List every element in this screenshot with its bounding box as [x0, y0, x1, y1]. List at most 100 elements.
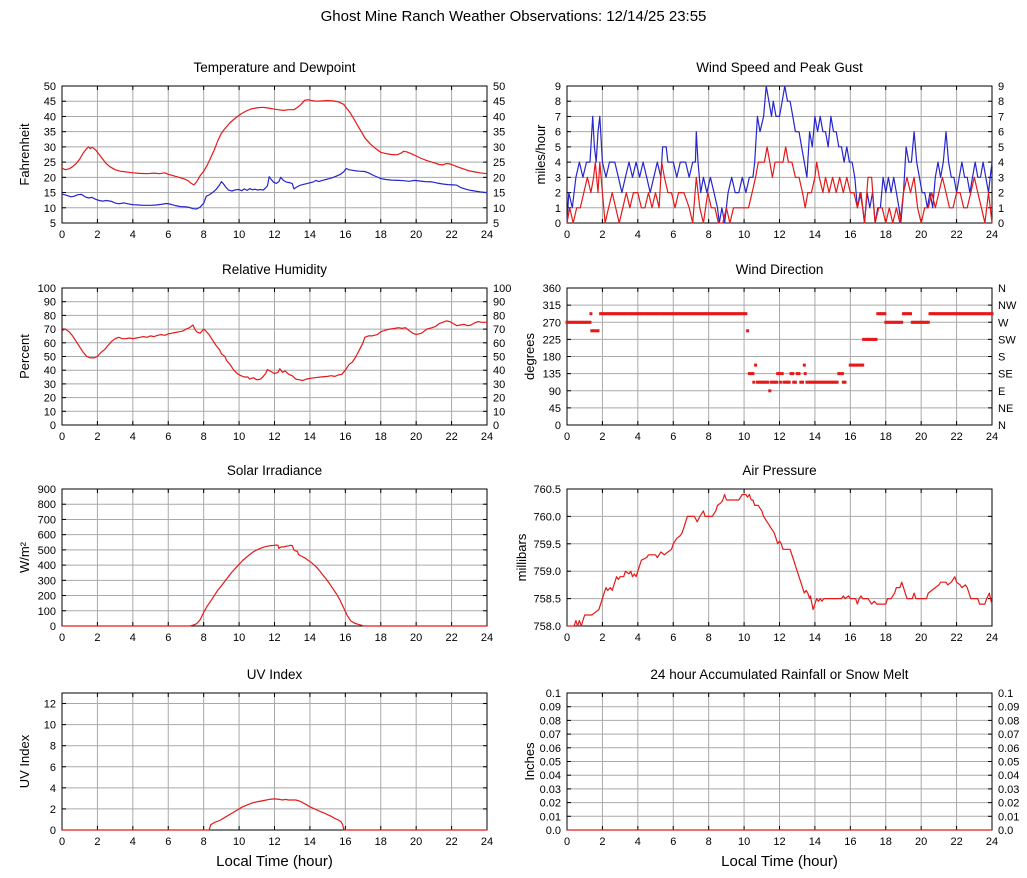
- svg-text:0: 0: [998, 218, 1004, 230]
- svg-text:135: 135: [543, 369, 561, 381]
- svg-text:8: 8: [555, 96, 561, 108]
- svg-text:0.04: 0.04: [998, 770, 1019, 782]
- svg-text:W: W: [998, 317, 1009, 329]
- svg-text:20: 20: [493, 172, 505, 184]
- svg-text:40: 40: [493, 365, 505, 377]
- svg-text:0.03: 0.03: [998, 784, 1019, 796]
- svg-text:2: 2: [599, 632, 605, 644]
- air-pressure-plot: 0 2 4 6 8 10 12 14 16 18 20 22 24758.0758.5759.0759.…: [533, 484, 998, 644]
- svg-text:90: 90: [493, 297, 505, 309]
- svg-text:10: 10: [44, 720, 56, 732]
- svg-text:9: 9: [555, 81, 561, 93]
- svg-text:0: 0: [50, 621, 56, 633]
- svg-text:8: 8: [706, 431, 712, 443]
- svg-text:6: 6: [555, 127, 561, 139]
- svg-text:30: 30: [493, 142, 505, 154]
- svg-text:2: 2: [998, 188, 1004, 200]
- svg-text:8: 8: [998, 96, 1004, 108]
- svg-text:24: 24: [986, 632, 998, 644]
- svg-text:0.02: 0.02: [998, 798, 1019, 810]
- svg-text:300: 300: [38, 575, 56, 587]
- svg-text:50: 50: [44, 352, 56, 364]
- svg-text:0: 0: [59, 431, 65, 443]
- svg-text:100: 100: [38, 283, 56, 295]
- svg-text:2: 2: [94, 229, 100, 241]
- svg-text:6: 6: [670, 632, 676, 644]
- svg-text:100: 100: [493, 283, 511, 295]
- svg-text:20: 20: [44, 172, 56, 184]
- svg-text:6: 6: [670, 431, 676, 443]
- svg-text:2: 2: [555, 188, 561, 200]
- svg-text:5: 5: [555, 142, 561, 154]
- svg-text:30: 30: [44, 142, 56, 154]
- svg-text:70: 70: [493, 324, 505, 336]
- svg-text:4: 4: [130, 836, 136, 848]
- svg-text:14: 14: [809, 229, 821, 241]
- svg-text:5: 5: [998, 142, 1004, 154]
- svg-text:12: 12: [268, 836, 280, 848]
- chart-solar-irradiance: Solar Irradiance W/m² 0 2 4 6 8 10 12 14 16 18 20 2…: [0, 459, 522, 674]
- svg-text:24: 24: [481, 836, 493, 848]
- svg-text:NE: NE: [998, 403, 1013, 415]
- svg-text:16: 16: [339, 229, 351, 241]
- svg-text:0.08: 0.08: [998, 715, 1019, 727]
- svg-text:0.09: 0.09: [998, 702, 1019, 714]
- svg-text:6: 6: [165, 836, 171, 848]
- svg-text:22: 22: [445, 632, 457, 644]
- svg-text:22: 22: [445, 431, 457, 443]
- svg-text:180: 180: [543, 352, 561, 364]
- svg-text:45: 45: [44, 96, 56, 108]
- svg-text:225: 225: [543, 334, 561, 346]
- svg-text:40: 40: [493, 111, 505, 123]
- chart-title: Solar Irradiance: [226, 463, 323, 478]
- svg-text:0.09: 0.09: [540, 702, 561, 714]
- svg-text:20: 20: [915, 632, 927, 644]
- svg-text:0.1: 0.1: [998, 688, 1013, 700]
- svg-text:10: 10: [738, 632, 750, 644]
- svg-text:20: 20: [493, 393, 505, 405]
- svg-text:10: 10: [738, 229, 750, 241]
- chart-air-pressure: Air Pressure millibars 0 2 4 6 8 10 12 14 16 18 20…: [505, 459, 1027, 674]
- svg-text:6: 6: [165, 229, 171, 241]
- svg-text:12: 12: [773, 229, 785, 241]
- solar-irradiance-plot: 0 2 4 6 8 10 12 14 16 18 20 22 240100200300400500600…: [38, 484, 493, 644]
- svg-text:18: 18: [880, 632, 892, 644]
- svg-text:8: 8: [706, 836, 712, 848]
- svg-text:18: 18: [375, 632, 387, 644]
- svg-text:758.0: 758.0: [533, 621, 561, 633]
- svg-text:18: 18: [375, 431, 387, 443]
- svg-text:40: 40: [44, 365, 56, 377]
- chart-title: 24 hour Accumulated Rainfall or Snow Mel…: [650, 667, 909, 682]
- svg-text:18: 18: [375, 229, 387, 241]
- svg-text:0.08: 0.08: [540, 715, 561, 727]
- svg-text:2: 2: [599, 431, 605, 443]
- svg-text:8: 8: [201, 836, 207, 848]
- svg-text:16: 16: [844, 836, 856, 848]
- svg-text:8: 8: [50, 741, 56, 753]
- svg-text:2: 2: [94, 431, 100, 443]
- svg-text:315: 315: [543, 300, 561, 312]
- chart-uv-index: UV Index UV Index 0 2 4 6 8 10 12 14 16 18 20 22 24 0…: [0, 663, 522, 878]
- svg-text:35: 35: [44, 127, 56, 139]
- svg-text:360: 360: [543, 283, 561, 295]
- svg-text:45: 45: [493, 96, 505, 108]
- svg-text:18: 18: [880, 836, 892, 848]
- svg-text:7: 7: [998, 111, 1004, 123]
- svg-text:16: 16: [844, 431, 856, 443]
- chart-title: Relative Humidity: [221, 262, 328, 277]
- svg-text:60: 60: [493, 338, 505, 350]
- svg-text:22: 22: [445, 836, 457, 848]
- svg-text:24: 24: [481, 431, 493, 443]
- svg-text:18: 18: [880, 431, 892, 443]
- svg-text:25: 25: [493, 157, 505, 169]
- svg-text:14: 14: [304, 431, 316, 443]
- svg-text:20: 20: [410, 431, 422, 443]
- svg-text:N: N: [998, 283, 1006, 295]
- svg-text:6: 6: [998, 127, 1004, 139]
- svg-text:50: 50: [44, 81, 56, 93]
- svg-text:759.0: 759.0: [533, 566, 561, 578]
- svg-text:18: 18: [880, 229, 892, 241]
